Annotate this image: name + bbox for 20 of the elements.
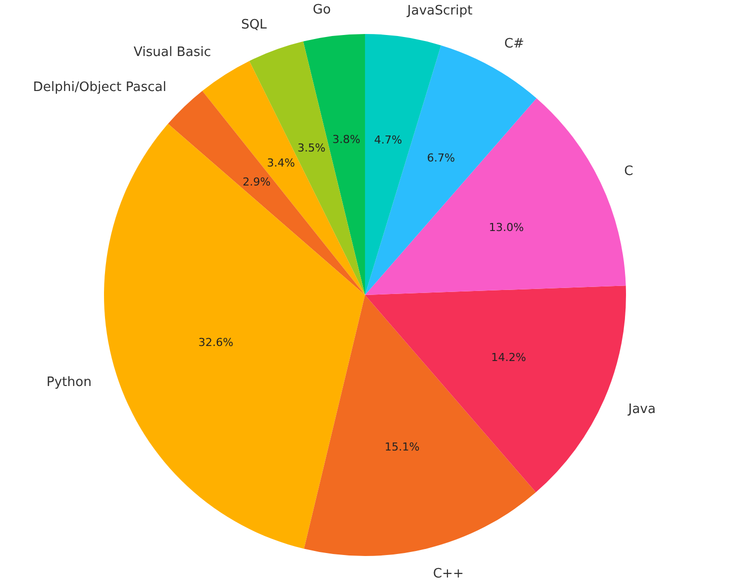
data-label: 4.7% [374, 134, 402, 147]
data-label: 6.7% [426, 152, 455, 165]
data-label: 3.5% [297, 141, 326, 154]
data-label: 15.1% [384, 440, 420, 454]
data-label: 2.9% [242, 175, 271, 188]
slice-label: Visual Basic [134, 45, 212, 60]
slice-label: JavaScript [406, 4, 472, 19]
data-label: 32.6% [198, 336, 234, 350]
slice-label: Java [627, 402, 656, 418]
slice-label: C [624, 164, 634, 179]
slice-label: C# [504, 36, 524, 52]
data-label: 14.2% [491, 350, 526, 364]
slice-label: Delphi/Object Pascal [33, 80, 166, 96]
slice-label: Python [46, 375, 92, 390]
slice-label: C++ [432, 566, 464, 582]
slice-label: Go [312, 2, 331, 18]
data-label: 13.0% [488, 221, 524, 234]
slice-label: SQL [241, 18, 268, 33]
data-label: 3.4% [267, 156, 295, 170]
data-label: 3.8% [332, 133, 360, 146]
